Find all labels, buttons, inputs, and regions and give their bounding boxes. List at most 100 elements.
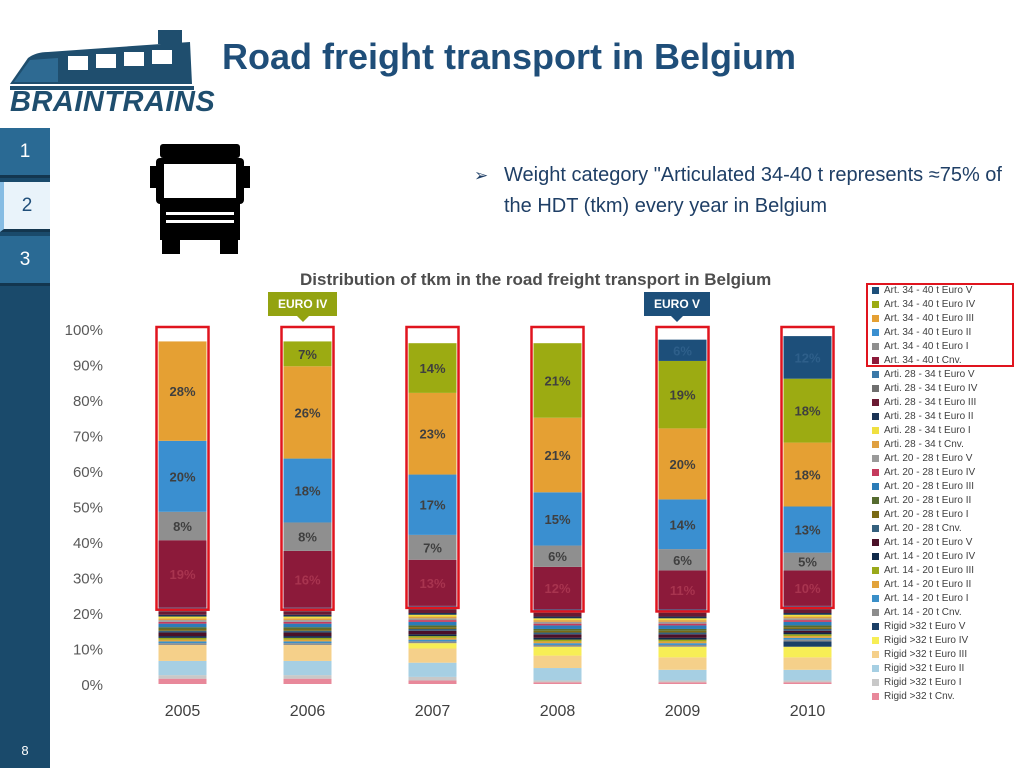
bar-segment bbox=[158, 637, 207, 640]
bar-segment bbox=[533, 643, 582, 645]
bar-segment bbox=[408, 392, 457, 475]
bar-segment bbox=[158, 630, 207, 633]
bar-segment bbox=[533, 566, 582, 610]
bar-segment bbox=[783, 609, 832, 613]
highlight-frame bbox=[280, 325, 335, 611]
sidebar-item-2[interactable]: 2 bbox=[0, 182, 50, 232]
legend-label: Rigid >32 t Euro III bbox=[884, 648, 968, 660]
bar-segment bbox=[408, 618, 457, 621]
bar-segment bbox=[408, 639, 457, 642]
bullet-text: Weight category "Articulated 34-40 t rep… bbox=[504, 164, 1002, 217]
legend-swatch bbox=[872, 412, 879, 420]
legend-item: Art. 20 - 28 t Euro V bbox=[872, 451, 1022, 465]
bar-segment bbox=[283, 632, 332, 637]
highlight-frame bbox=[530, 325, 585, 613]
legend-label: Rigid >32 t Euro IV bbox=[884, 634, 969, 646]
sidebar-item-1[interactable]: 1 bbox=[0, 128, 50, 178]
legend-label: Arti. 28 - 34 t Euro V bbox=[884, 368, 975, 380]
legend-label: Art. 20 - 28 t Euro I bbox=[884, 508, 969, 520]
bar-segment bbox=[783, 378, 832, 443]
legend-swatch bbox=[872, 300, 879, 308]
bar-segment bbox=[408, 620, 457, 622]
data-label: 6% bbox=[548, 549, 567, 564]
euro-iv-badge: EURO IV bbox=[268, 292, 338, 322]
bar-segment bbox=[783, 634, 832, 637]
data-label: 8% bbox=[173, 519, 192, 534]
y-tick-label: 40% bbox=[73, 535, 103, 552]
legend-swatch bbox=[872, 608, 879, 616]
data-label: 12% bbox=[544, 581, 570, 596]
legend-item: Art. 14 - 20 t Euro IV bbox=[872, 549, 1022, 563]
chart-title: Distribution of tkm in the road freight … bbox=[300, 270, 772, 289]
sidebar: 1 2 3 8 bbox=[0, 128, 50, 768]
bar-segment bbox=[658, 620, 707, 622]
data-label: 20% bbox=[169, 469, 195, 484]
legend-swatch bbox=[872, 398, 879, 406]
y-tick-label: 60% bbox=[73, 464, 103, 481]
bar-segment bbox=[783, 613, 832, 615]
legend-swatch bbox=[872, 370, 879, 378]
bar-segment bbox=[658, 682, 707, 684]
highlight-frame bbox=[655, 325, 710, 613]
legend-label: Arti. 28 - 34 t Euro III bbox=[884, 396, 977, 408]
bar-segment bbox=[658, 646, 707, 658]
bar-segment bbox=[658, 625, 707, 629]
bar-segment bbox=[158, 632, 207, 637]
data-label: 18% bbox=[794, 468, 820, 483]
legend-item: Rigid >32 t Euro V bbox=[872, 619, 1022, 633]
bar-segment bbox=[533, 492, 582, 546]
bar-segment bbox=[283, 641, 332, 644]
bar-segment bbox=[783, 632, 832, 635]
bar-segment bbox=[658, 637, 707, 640]
legend-label: Art. 20 - 28 t Euro III bbox=[884, 480, 975, 492]
bar-segment bbox=[783, 625, 832, 628]
bar-segment bbox=[408, 628, 457, 631]
legend-swatch bbox=[872, 636, 879, 644]
bar-segment bbox=[408, 609, 457, 613]
legend-swatch bbox=[872, 594, 879, 602]
bar-segment bbox=[283, 630, 332, 633]
bar-segment bbox=[783, 618, 832, 621]
bar-segment bbox=[158, 440, 207, 512]
sidebar-item-3[interactable]: 3 bbox=[0, 236, 50, 286]
logo-text: BRAINTRAINS bbox=[10, 86, 216, 118]
legend-swatch bbox=[872, 384, 879, 392]
legend-item: Art. 14 - 20 t Euro II bbox=[872, 577, 1022, 591]
legend-swatch bbox=[872, 692, 879, 700]
bar-segment bbox=[533, 625, 582, 629]
bar-segment bbox=[533, 680, 582, 683]
bar-segment bbox=[158, 616, 207, 619]
legend-swatch bbox=[872, 580, 879, 588]
data-label: 21% bbox=[544, 373, 570, 388]
bar-segment bbox=[658, 623, 707, 626]
data-label: 6% bbox=[673, 343, 692, 358]
y-tick-label: 50% bbox=[73, 500, 103, 517]
bar-segment bbox=[158, 341, 207, 441]
bar-segment bbox=[783, 636, 832, 638]
bar-segment bbox=[783, 506, 832, 553]
bar-segment bbox=[283, 366, 332, 459]
bar-segment bbox=[658, 621, 707, 624]
bar-segment bbox=[283, 636, 332, 638]
bar-segment bbox=[783, 641, 832, 647]
bar-segment bbox=[533, 641, 582, 644]
legend-label: Arti. 28 - 34 t Euro II bbox=[884, 410, 974, 422]
x-tick-label: 2010 bbox=[790, 703, 826, 720]
bar-segment bbox=[533, 630, 582, 633]
bar-segment bbox=[533, 623, 582, 626]
y-tick-label: 100% bbox=[65, 322, 103, 339]
bar-segment bbox=[408, 662, 457, 677]
bar-segment bbox=[158, 620, 207, 622]
chart-legend: Art. 34 - 40 t Euro V Art. 34 - 40 t Euro… bbox=[872, 283, 1022, 703]
bar-segment bbox=[658, 630, 707, 633]
bar-segment bbox=[783, 637, 832, 640]
bar-segment bbox=[408, 630, 457, 635]
bar-segment bbox=[408, 559, 457, 606]
bullet-point: ➢ Weight category "Articulated 34-40 t r… bbox=[474, 160, 1014, 222]
y-tick-label: 30% bbox=[73, 571, 103, 588]
legend-label: Art. 20 - 28 t Cnv. bbox=[884, 522, 962, 534]
legend-label: Art. 14 - 20 t Euro II bbox=[884, 578, 972, 590]
bar-segment bbox=[658, 499, 707, 550]
bar-segment bbox=[408, 616, 457, 619]
